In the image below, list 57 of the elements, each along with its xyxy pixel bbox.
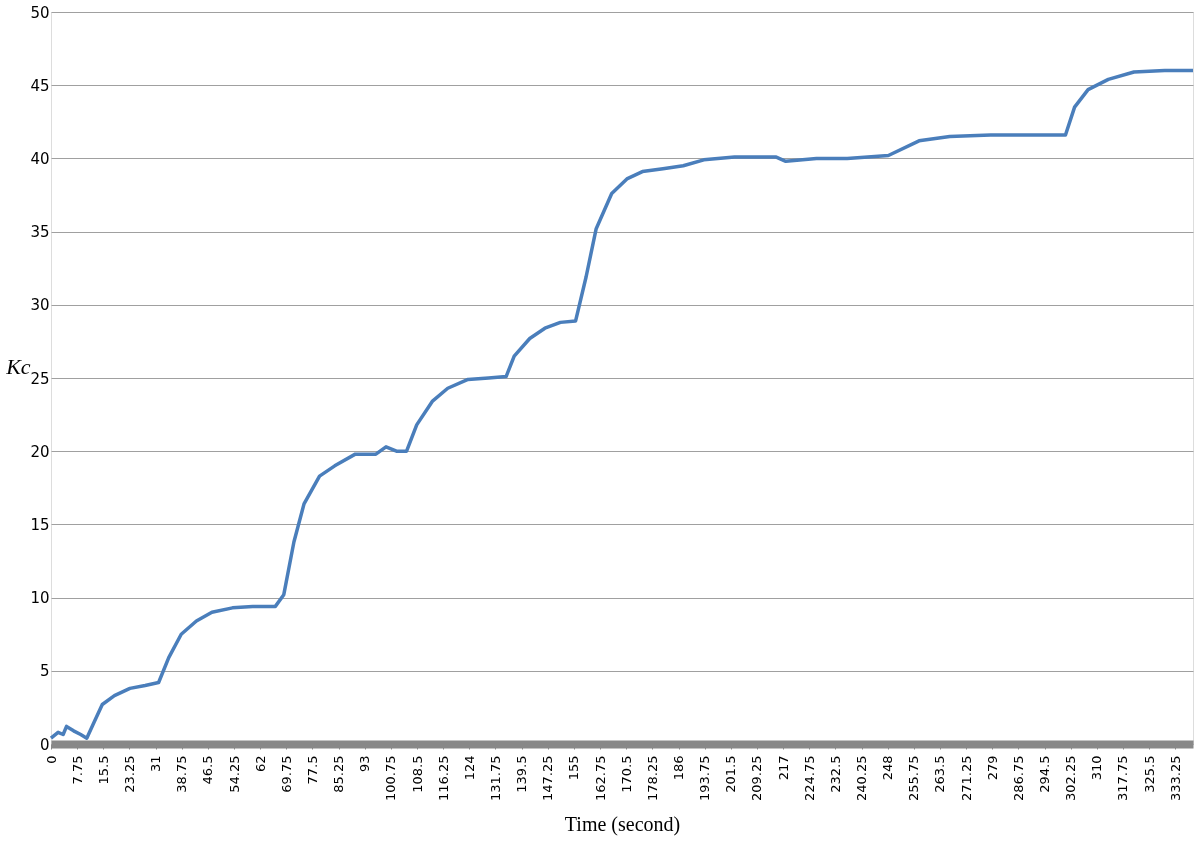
y-tick-label: 5 bbox=[39, 662, 50, 681]
y-tick-label: 30 bbox=[30, 296, 50, 315]
y-tick-label: 20 bbox=[30, 442, 50, 461]
x-tick-label: 108.5 bbox=[409, 755, 425, 793]
x-tick-label: 255.75 bbox=[906, 755, 922, 801]
x-tick-label: 124 bbox=[461, 755, 477, 781]
line-series bbox=[49, 68, 1195, 740]
x-tick-label: 100.75 bbox=[383, 755, 399, 801]
x-tick-label: 294.5 bbox=[1037, 755, 1053, 793]
x-tick-label: 310 bbox=[1089, 755, 1105, 781]
x-tick-label: 162.75 bbox=[592, 755, 608, 801]
x-tick-label: 38.75 bbox=[174, 755, 190, 793]
x-tick-label: 93 bbox=[357, 755, 373, 773]
x-tick-label: 217 bbox=[775, 755, 791, 781]
x-tick-label: 271.25 bbox=[958, 755, 974, 801]
x-tick-label: 54.25 bbox=[226, 755, 242, 793]
x-tick-label: 62 bbox=[252, 755, 268, 773]
x-tick-label: 147.25 bbox=[540, 755, 556, 801]
x-tick-label: 333.25 bbox=[1167, 755, 1183, 801]
x-tick-label: 7.75 bbox=[69, 755, 85, 785]
x-tick-label: 248 bbox=[880, 755, 896, 781]
x-tick-label: 186 bbox=[671, 755, 687, 781]
x-tick-label: 178.25 bbox=[644, 755, 660, 801]
y-tick-label: 15 bbox=[30, 515, 50, 534]
x-axis-title: Time (second) bbox=[564, 812, 681, 836]
x-tick-label: 317.75 bbox=[1115, 755, 1131, 801]
y-axis-title: Kc bbox=[5, 353, 31, 379]
x-tick-label: 201.5 bbox=[723, 755, 739, 793]
x-tick-label: 302.25 bbox=[1063, 755, 1079, 801]
x-tick-label: 46.5 bbox=[200, 755, 216, 785]
x-tick-label: 15.5 bbox=[95, 755, 111, 785]
x-tick-label: 139.5 bbox=[514, 755, 530, 793]
x-tick-label: 224.75 bbox=[801, 755, 817, 801]
x-tick-label: 131.75 bbox=[487, 755, 503, 801]
x-tick-label: 263.5 bbox=[932, 755, 948, 793]
x-tick-label: 23.25 bbox=[121, 755, 137, 793]
x-tick-label: 116.25 bbox=[435, 755, 451, 801]
x-tick-label: 240.25 bbox=[854, 755, 870, 801]
x-tick-label: 193.75 bbox=[697, 755, 713, 801]
x-tick-label: 279 bbox=[984, 755, 1000, 781]
x-tick-label: 232.5 bbox=[827, 755, 843, 793]
x-tick-label: 31 bbox=[148, 755, 164, 773]
x-tick-label: 77.5 bbox=[304, 755, 320, 785]
y-tick-label: 45 bbox=[30, 76, 50, 95]
x-tick-label: 85.25 bbox=[331, 755, 347, 793]
y-tick-label: 35 bbox=[30, 223, 50, 242]
x-tick-label: 155 bbox=[566, 755, 582, 781]
y-tick-label: 40 bbox=[30, 149, 50, 168]
y-tick-label: 25 bbox=[30, 369, 50, 388]
y-tick-label: 10 bbox=[30, 589, 50, 608]
x-tick-label: 209.25 bbox=[749, 755, 765, 801]
x-tick-label: 69.75 bbox=[278, 755, 294, 793]
y-tick-label: 0 bbox=[39, 735, 50, 754]
x-tick-label: 325.5 bbox=[1141, 755, 1157, 793]
y-tick-label: 50 bbox=[30, 3, 50, 22]
x-tick-label: 286.75 bbox=[1010, 755, 1026, 801]
x-tick-label: 170.5 bbox=[618, 755, 634, 793]
